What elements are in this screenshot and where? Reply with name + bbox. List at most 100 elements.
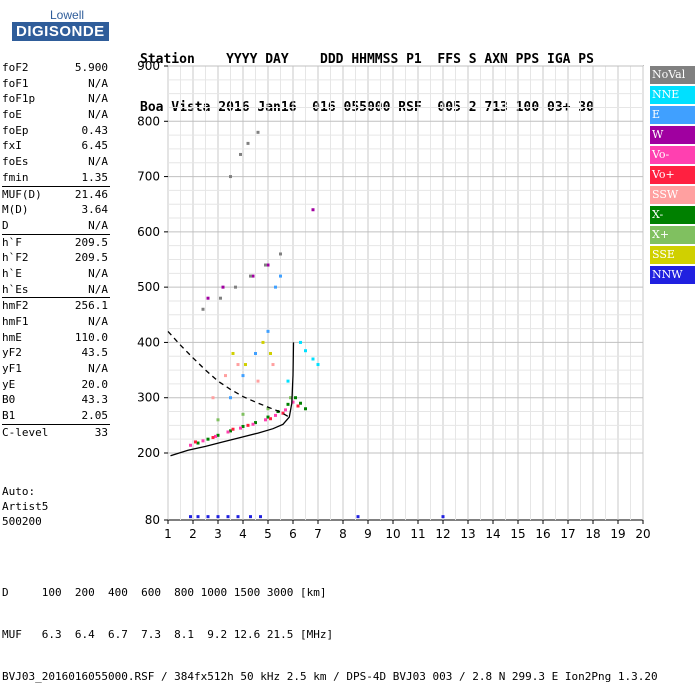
param-label: fxI: [2, 139, 22, 153]
param-row: h`E N/A: [2, 266, 110, 282]
param-row: B1 2.05: [2, 408, 110, 424]
data-point: [216, 515, 220, 519]
data-point: [239, 426, 242, 430]
data-point: [229, 429, 232, 433]
param-label: foE: [2, 108, 22, 122]
param-label: yF2: [2, 346, 22, 360]
param-value: 110.0: [74, 330, 108, 344]
param-value: 33: [94, 425, 108, 439]
x-tick-label: 16: [535, 527, 550, 541]
param-label: fmin: [2, 170, 29, 184]
logo-digisonde-text: DIGISONDE: [12, 22, 109, 41]
x-tick-label: 9: [364, 527, 372, 541]
data-point: [249, 274, 252, 278]
data-point: [274, 285, 277, 289]
param-label: M(D): [2, 203, 29, 217]
data-point: [279, 252, 282, 256]
data-point: [221, 285, 225, 289]
auto-artist: Artist5: [2, 500, 49, 513]
profile-curve-dashed: [167, 330, 290, 418]
x-tick-label: 7: [314, 527, 322, 541]
param-value: N/A: [88, 266, 108, 280]
data-point: [269, 351, 272, 355]
data-point: [206, 296, 210, 300]
data-point: [201, 307, 205, 311]
x-tick-label: 15: [510, 527, 525, 541]
param-row: foEs N/A: [2, 154, 110, 170]
data-point: [226, 430, 230, 434]
param-label: foF1p: [2, 92, 36, 106]
legend-item: NNE: [650, 86, 695, 104]
data-point: [241, 424, 245, 428]
header-labels: Station YYYY DAY DDD HHMMSS P1 FFS S AXN…: [140, 52, 594, 67]
y-tick-label: 500: [137, 280, 160, 294]
param-value: N/A: [88, 92, 108, 106]
param-value: 6.45: [81, 139, 109, 153]
param-label: yE: [2, 377, 16, 391]
param-label: h`F: [2, 235, 22, 249]
param-row: foF1p N/A: [2, 91, 110, 107]
param-value: N/A: [88, 155, 108, 169]
x-tick-label: 17: [560, 527, 575, 541]
param-row: C-level 33: [2, 423, 110, 441]
y-tick-label: 400: [137, 335, 160, 349]
param-value: N/A: [88, 76, 108, 90]
param-row: yE 20.0: [2, 377, 110, 393]
data-point: [236, 363, 240, 367]
param-label: h`F2: [2, 251, 29, 265]
data-point: [196, 441, 200, 445]
param-value: 256.1: [74, 299, 108, 313]
param-row: h`F2 209.5: [2, 250, 110, 266]
y-tick-label: 80: [145, 513, 160, 527]
param-label: foF2: [2, 61, 29, 74]
data-point: [246, 141, 250, 145]
data-point: [289, 396, 292, 400]
data-point: [254, 421, 257, 425]
data-point: [291, 400, 295, 404]
param-label: C-level: [2, 425, 49, 439]
x-tick-label: 10: [385, 527, 400, 541]
data-point: [189, 443, 192, 447]
y-tick-label: 200: [137, 446, 160, 460]
param-label: B0: [2, 393, 16, 407]
legend-item: X+: [650, 226, 695, 244]
param-row: M(D) 3.64: [2, 202, 110, 218]
param-label: h`Es: [2, 282, 29, 296]
param-label: foEp: [2, 123, 29, 137]
auto-code: 500200: [2, 515, 42, 528]
data-point: [241, 374, 245, 378]
data-point: [241, 412, 245, 416]
data-point: [299, 401, 302, 405]
param-label: MUF(D): [2, 187, 42, 201]
param-value: 2.05: [81, 409, 109, 423]
data-point: [189, 515, 192, 519]
param-value: 209.5: [74, 235, 108, 249]
param-row: h`Es N/A: [2, 282, 110, 298]
data-point: [231, 351, 235, 355]
param-label: foF1: [2, 76, 29, 90]
x-tick-label: 4: [239, 527, 247, 541]
param-label: hmF2: [2, 299, 29, 313]
x-tick-label: 14: [485, 527, 500, 541]
param-row: fmin 1.35: [2, 170, 110, 186]
data-point: [211, 396, 215, 400]
data-point: [239, 152, 242, 156]
data-point: [216, 433, 220, 437]
x-tick-label: 3: [214, 527, 222, 541]
y-tick-label: 600: [137, 225, 160, 239]
muf-row: MUF 6.3 6.4 6.7 7.3 8.1 9.2 12.6 21.5 [M…: [2, 628, 334, 641]
data-point: [266, 407, 270, 411]
param-row: yF2 43.5: [2, 345, 110, 361]
param-label: D: [2, 218, 9, 232]
data-point: [236, 515, 240, 519]
param-row: MUF(D) 21.46: [2, 185, 110, 203]
param-row: foEp 0.43: [2, 123, 110, 139]
scaled-parameters-panel: foF2 5.900 foF1 N/A foF1p N/A foE N/A foEp 0.43 fx…: [2, 60, 110, 441]
x-tick-label: 13: [460, 527, 475, 541]
data-point: [304, 349, 307, 353]
param-row: foF2 5.900: [2, 60, 110, 76]
logo-lowell-text: Lowell: [50, 8, 85, 22]
data-point: [261, 340, 265, 344]
param-value: N/A: [88, 282, 108, 296]
data-point: [219, 296, 222, 300]
